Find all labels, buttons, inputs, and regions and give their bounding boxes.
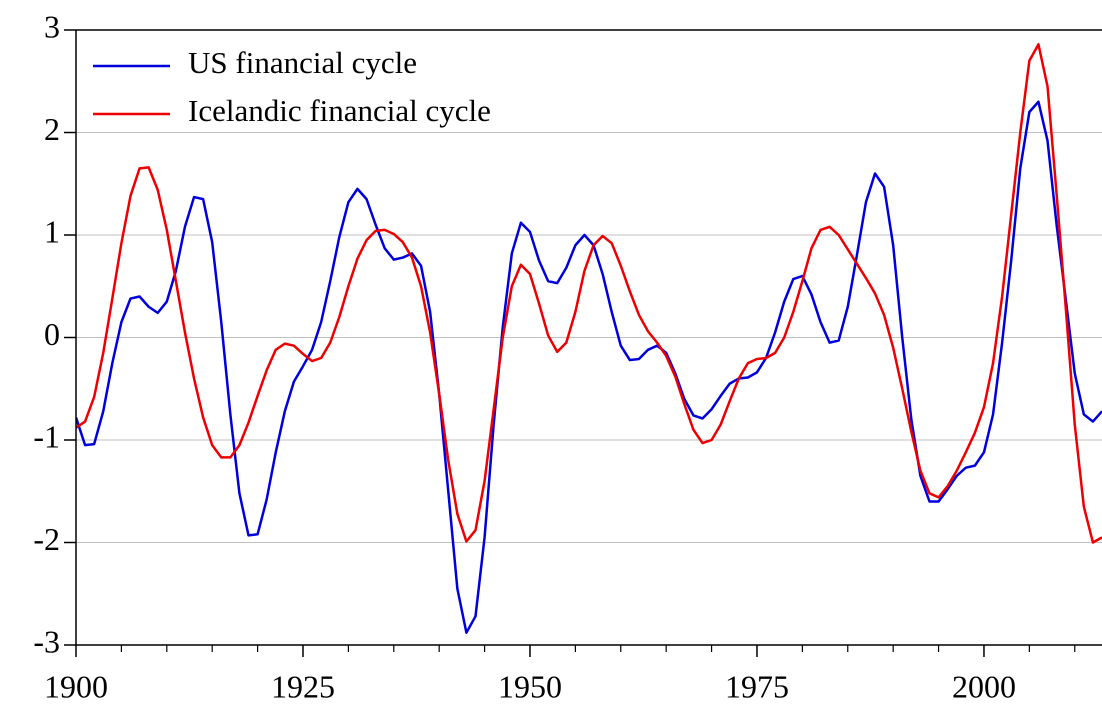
y-tick-label: 2: [44, 111, 60, 147]
axes: -3 -2 -1 0 1 2 3 1900 1925 1950 1975 2000: [33, 8, 1076, 704]
x-tick-label: 1900: [44, 668, 108, 704]
y-tick-label: 1: [44, 213, 60, 249]
x-tick-label: 1925: [271, 668, 335, 704]
y-tick-label: 0: [44, 316, 60, 352]
y-tick-label: -1: [33, 418, 60, 454]
x-tick-label: 1975: [725, 668, 789, 704]
legend-label: US financial cycle: [188, 45, 417, 80]
x-tick-label: 2000: [952, 668, 1016, 704]
series-line: [76, 43, 1102, 544]
x-tick-label: 1950: [498, 668, 562, 704]
legend-label: Icelandic financial cycle: [188, 93, 491, 128]
y-tick-label: -3: [33, 623, 60, 659]
y-tick-label: 3: [44, 8, 60, 44]
series-line: [76, 100, 1102, 634]
y-tick-label: -2: [33, 521, 60, 557]
legend: US financial cycle Icelandic financial cy…: [93, 45, 491, 128]
plot: [76, 43, 1102, 634]
